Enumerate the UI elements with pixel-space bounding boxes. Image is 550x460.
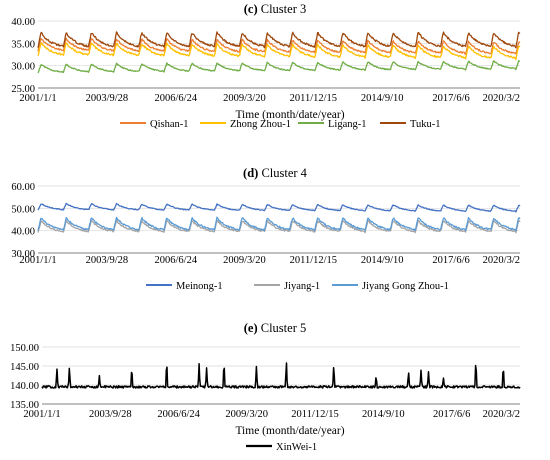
legend-item: Jiyang Gong Zhou-1 bbox=[332, 281, 449, 292]
legend-label: Tuku-1 bbox=[410, 119, 441, 130]
series-line-ligang-1 bbox=[37, 60, 521, 74]
panel-e-title-text: Cluster 5 bbox=[261, 321, 306, 335]
panel-e-legend: XinWei-1 bbox=[246, 442, 317, 453]
x-tick-label: 2003/9/28 bbox=[86, 93, 129, 104]
y-tick-label: 60.00 bbox=[11, 182, 35, 193]
x-tick-label: 2017/6/6 bbox=[432, 93, 469, 104]
x-tick-label: 2006/6/24 bbox=[157, 409, 200, 420]
panel-c-legend: Qishan-1 Zhong Zhou-1 Ligang-1 Tuku-1 bbox=[120, 119, 441, 130]
series-line-qishan-1 bbox=[37, 37, 521, 55]
x-tick-label: 2006/6/24 bbox=[154, 93, 197, 104]
panel-e-plot: 135.00 140.00 145.00 150.00 2001/1/1 2003/9/2… bbox=[10, 343, 521, 420]
panel-c-xlabel: Time (month/date/year) bbox=[235, 109, 344, 121]
x-tick-label: 2014/9/10 bbox=[362, 409, 405, 420]
legend-label: Zhong Zhou-1 bbox=[230, 119, 291, 130]
panel-e: (e) Cluster 5 135.00 140.00 145.00 150.00 20… bbox=[10, 321, 521, 453]
panel-d-title: (d) Cluster 4 bbox=[243, 166, 308, 180]
x-tick-label: 2020/3/2 bbox=[483, 93, 520, 104]
legend-label: Jiyang Gong Zhou-1 bbox=[362, 281, 449, 292]
y-tick-label: 150.00 bbox=[10, 343, 39, 354]
y-tick-label: 35.00 bbox=[11, 39, 35, 50]
legend-item: Tuku-1 bbox=[380, 119, 441, 130]
panel-c: (c) Cluster 3 25.00 30.00 35.00 40.00 2001/1… bbox=[11, 2, 521, 130]
x-tick-label: 2001/1/1 bbox=[23, 409, 60, 420]
series-line-jiyang-1 bbox=[37, 219, 521, 234]
panel-d-plot: 30.00 40.00 50.00 60.00 2001/1/1 2003/9/28 200… bbox=[11, 182, 521, 266]
panel-c-letter: (c) bbox=[244, 2, 258, 16]
x-tick-label: 2009/3/20 bbox=[223, 93, 266, 104]
y-tick-label: 30.00 bbox=[11, 249, 35, 260]
legend-label: Ligang-1 bbox=[328, 119, 367, 130]
series-line-zhong-zhou-1 bbox=[37, 42, 521, 61]
legend-item: XinWei-1 bbox=[246, 442, 317, 453]
y-tick-label: 50.00 bbox=[11, 204, 35, 215]
x-tick-label: 2011/12/15 bbox=[290, 255, 337, 266]
legend-label: Meinong-1 bbox=[176, 281, 223, 292]
panel-e-xlabel: Time (month/date/year) bbox=[235, 425, 344, 437]
panel-c-title-text: Cluster 3 bbox=[261, 2, 306, 16]
legend-item: Qishan-1 bbox=[120, 119, 189, 130]
y-tick-label: 30.00 bbox=[11, 62, 35, 73]
x-tick-label: 2011/12/15 bbox=[290, 93, 337, 104]
y-tick-label: 145.00 bbox=[10, 362, 39, 373]
panel-e-title: (e) Cluster 5 bbox=[244, 321, 306, 335]
panel-d: (d) Cluster 4 30.00 40.00 50.00 60.00 2001/1… bbox=[11, 166, 521, 292]
legend-label: Jiyang-1 bbox=[284, 281, 320, 292]
x-tick-label: 2003/9/28 bbox=[86, 255, 129, 266]
series-line-meinong-1 bbox=[37, 202, 521, 213]
panel-d-legend: Meinong-1 Jiyang-1 Jiyang Gong Zhou-1 bbox=[146, 281, 449, 292]
x-tick-label: 2006/6/24 bbox=[154, 255, 197, 266]
x-tick-label: 2009/3/20 bbox=[223, 255, 266, 266]
panel-e-letter: (e) bbox=[244, 321, 258, 335]
x-tick-label: 2001/1/1 bbox=[19, 93, 56, 104]
x-tick-label: 2011/12/15 bbox=[291, 409, 338, 420]
panel-c-title: (c) Cluster 3 bbox=[244, 2, 306, 16]
legend-item: Ligang-1 bbox=[298, 119, 367, 130]
legend-item: Meinong-1 bbox=[146, 281, 223, 292]
series-line-jiyang-gong-zhou-1 bbox=[37, 216, 521, 232]
y-tick-label: 135.00 bbox=[10, 400, 39, 411]
x-tick-label: 2001/1/1 bbox=[19, 255, 56, 266]
y-tick-label: 40.00 bbox=[11, 17, 35, 28]
x-tick-label: 2003/9/28 bbox=[89, 409, 132, 420]
y-tick-label: 140.00 bbox=[10, 381, 39, 392]
x-tick-label: 2009/3/20 bbox=[225, 409, 268, 420]
panel-d-title-text: Cluster 4 bbox=[261, 166, 307, 180]
legend-item: Jiyang-1 bbox=[254, 281, 320, 292]
legend-label: Qishan-1 bbox=[150, 119, 189, 130]
x-tick-label: 2020/3/2 bbox=[483, 255, 520, 266]
panel-c-plot: 25.00 30.00 35.00 40.00 2001/1/1 2003/9/28 200… bbox=[11, 17, 521, 104]
legend-item: Zhong Zhou-1 bbox=[200, 119, 291, 130]
panel-d-letter: (d) bbox=[243, 166, 258, 180]
x-tick-label: 2017/6/6 bbox=[433, 409, 470, 420]
x-tick-label: 2020/3/2 bbox=[483, 409, 520, 420]
y-tick-label: 40.00 bbox=[11, 227, 35, 238]
series-line-tuku-1 bbox=[37, 31, 521, 49]
legend-label: XinWei-1 bbox=[276, 442, 317, 453]
x-tick-label: 2014/9/10 bbox=[361, 255, 404, 266]
y-tick-label: 25.00 bbox=[11, 84, 35, 95]
series-line-xinwei-1 bbox=[41, 362, 521, 389]
x-tick-label: 2014/9/10 bbox=[361, 93, 404, 104]
x-tick-label: 2017/6/6 bbox=[432, 255, 469, 266]
